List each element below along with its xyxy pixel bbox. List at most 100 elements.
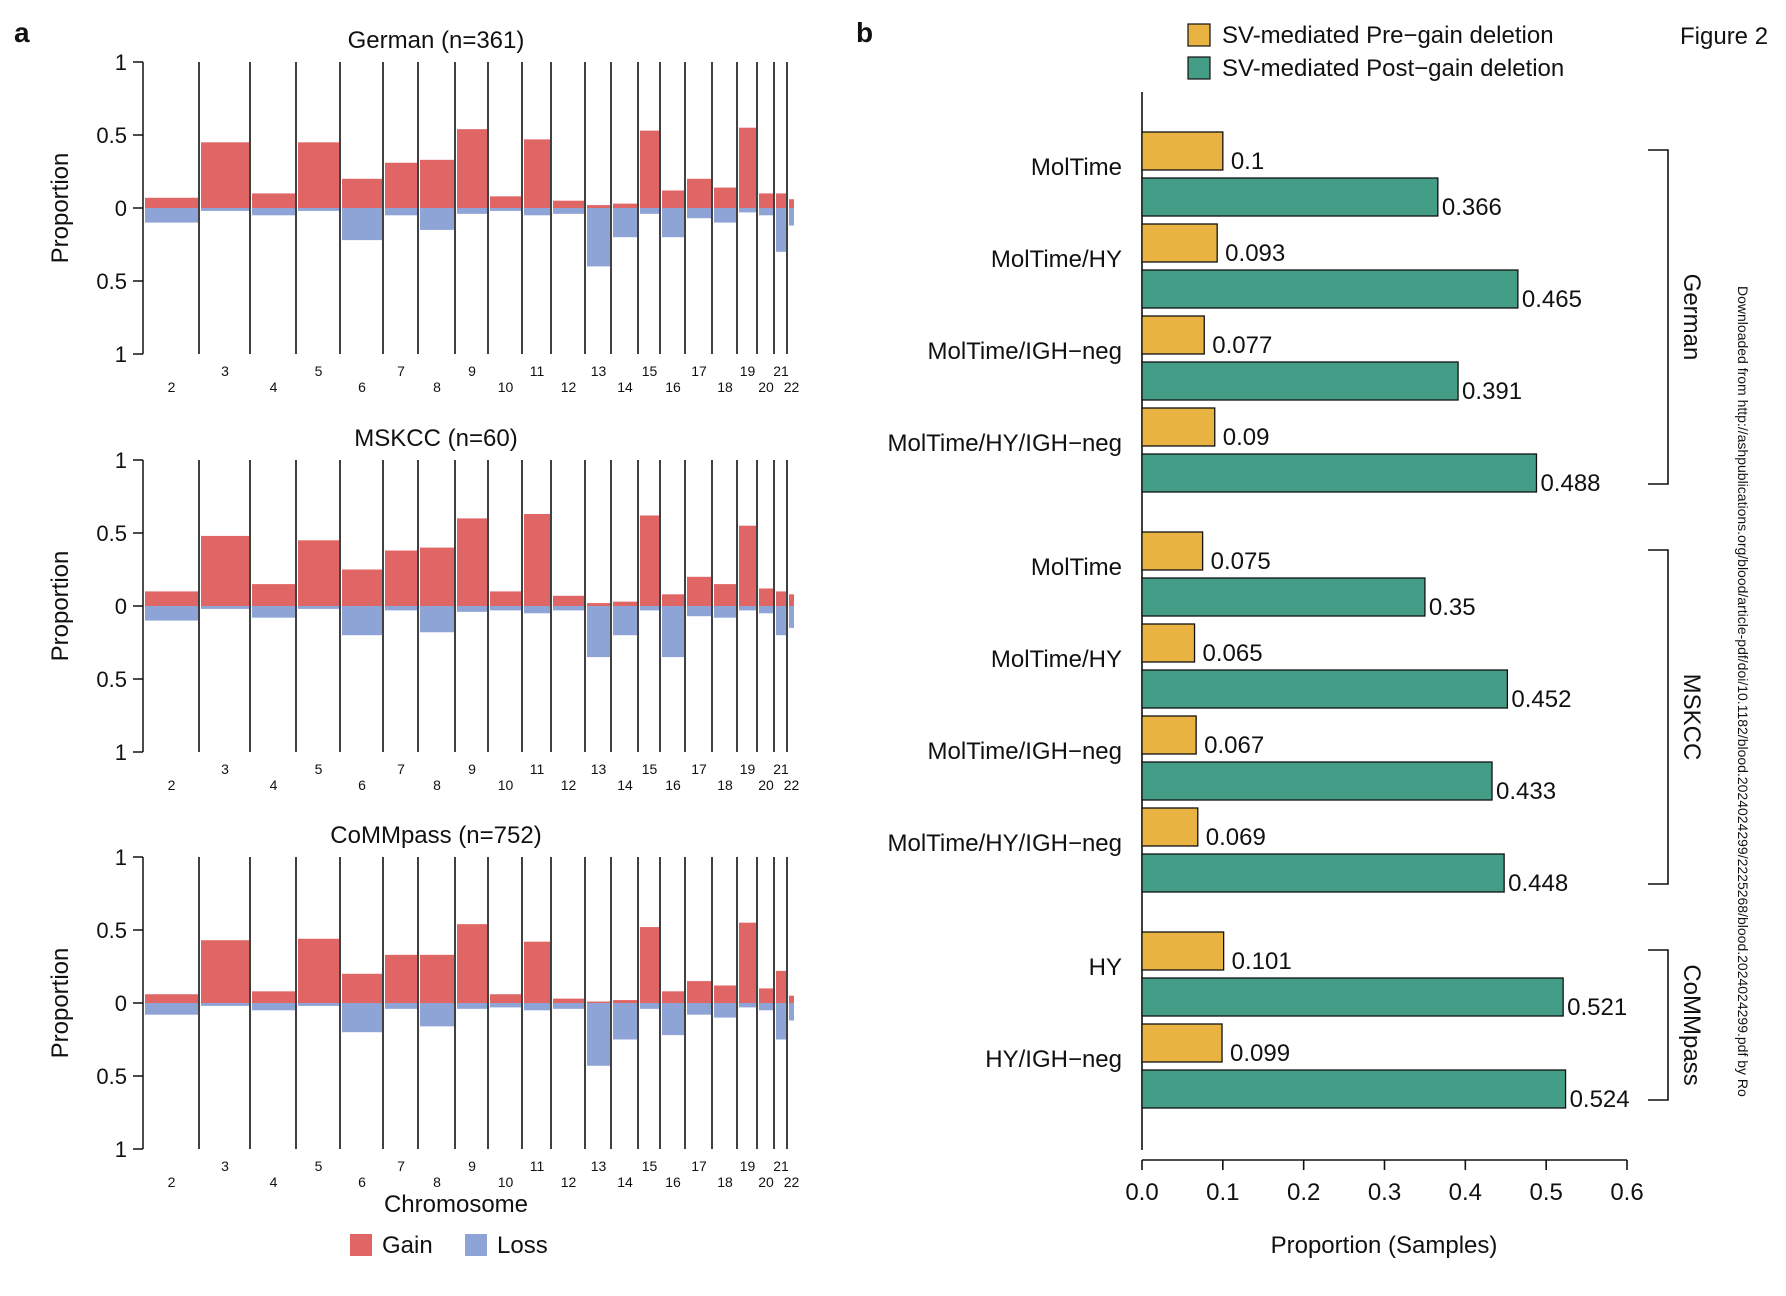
cnv-ylabel: Proportion — [47, 948, 74, 1059]
gain-segment — [553, 200, 584, 208]
pre-gain-bar — [1141, 715, 1197, 755]
loss-segment — [490, 208, 521, 211]
y-tick-label: 1 — [115, 845, 127, 870]
chromosome-label: 10 — [498, 1174, 514, 1190]
gain-segment — [420, 159, 454, 208]
chromosome-label: 8 — [433, 379, 441, 395]
gain-segment — [587, 603, 610, 606]
chromosome-label: 22 — [784, 1174, 800, 1190]
loss-segment — [524, 1003, 550, 1011]
cnv-title: German (n=361) — [348, 27, 525, 54]
group-bracket — [1648, 549, 1669, 885]
gain-segment — [776, 591, 786, 606]
chromosome-label: 20 — [758, 379, 774, 395]
pre-gain-value-label: 0.069 — [1206, 824, 1266, 851]
chromosome-label: 13 — [591, 363, 607, 379]
gain-segment — [759, 588, 773, 606]
pre-gain-value-label: 0.101 — [1232, 948, 1292, 975]
y-tick-label: 0.5 — [96, 1064, 127, 1089]
panel-a-label: a — [14, 17, 30, 48]
loss-segment — [145, 208, 198, 223]
legend-pre-label: SV-mediated Pre−gain deletion — [1222, 22, 1554, 49]
post-gain-bar — [1141, 453, 1538, 493]
post-gain-value-label: 0.366 — [1442, 194, 1502, 221]
gain-segment — [342, 569, 382, 606]
gain-segment — [714, 187, 736, 208]
legend-post-label: SV-mediated Post−gain deletion — [1222, 55, 1564, 82]
chromosome-label: 20 — [758, 777, 774, 793]
gain-segment — [298, 142, 339, 208]
chromosome-label: 12 — [561, 1174, 577, 1190]
y-tick-label: 1 — [115, 1137, 127, 1162]
gain-segment — [613, 1000, 637, 1003]
gain-segment — [201, 940, 249, 1003]
y-tick-label: 0.5 — [96, 269, 127, 294]
chromosome-label: 5 — [315, 1158, 323, 1174]
gain-segment — [587, 1001, 610, 1003]
loss-segment — [613, 606, 637, 636]
y-tick-label: 1 — [115, 342, 127, 367]
pre-gain-bar — [1141, 623, 1196, 663]
chromosome-label: 6 — [358, 379, 366, 395]
post-gain-bar — [1141, 269, 1519, 309]
panel-b-label: b — [856, 17, 873, 48]
gain-segment — [524, 139, 550, 208]
loss-segment — [553, 208, 584, 214]
gain-segment — [640, 927, 659, 1003]
cnv-plot-commpass: CoMMpass (n=752)Proportion10.500.5123456… — [47, 822, 799, 1190]
gain-segment — [759, 988, 773, 1003]
loss-segment — [420, 1003, 454, 1027]
post-gain-bar — [1141, 761, 1493, 801]
gain-segment — [252, 991, 295, 1003]
gain-segment — [298, 540, 339, 606]
chromosome-label: 10 — [498, 777, 514, 793]
gain-segment — [613, 601, 637, 606]
loss-segment — [420, 606, 454, 633]
chromosome-label: 14 — [617, 777, 633, 793]
post-gain-bar — [1141, 577, 1426, 617]
gain-segment — [687, 981, 711, 1003]
gain-segment — [252, 584, 295, 606]
bar-category-label: MolTime/IGH−neg — [927, 338, 1122, 365]
chromosome-label: 15 — [642, 761, 658, 777]
loss-segment — [687, 1003, 711, 1015]
bar-x-tick-label: 0.3 — [1368, 1179, 1401, 1206]
post-gain-bar — [1141, 853, 1505, 893]
pre-gain-bar — [1141, 131, 1224, 171]
pre-gain-value-label: 0.075 — [1211, 548, 1271, 575]
loss-segment — [739, 1003, 756, 1008]
pre-gain-bar — [1141, 223, 1218, 263]
gain-segment — [201, 535, 249, 606]
chromosome-label: 2 — [168, 777, 176, 793]
bar-x-tick-label: 0.1 — [1206, 1179, 1239, 1206]
figure-label: Figure 2 — [1680, 23, 1768, 50]
loss-segment — [201, 606, 249, 609]
loss-segment — [739, 208, 756, 213]
cnv-title: MSKCC (n=60) — [354, 425, 517, 452]
chromosome-label: 9 — [468, 1158, 476, 1174]
gain-segment — [490, 591, 521, 606]
chromosome-label: 5 — [315, 761, 323, 777]
group-bracket — [1648, 149, 1669, 485]
gain-segment — [524, 941, 550, 1003]
loss-segment — [342, 606, 382, 636]
post-gain-value-label: 0.433 — [1496, 778, 1556, 805]
group-label: German — [1678, 274, 1705, 361]
post-gain-bar — [1141, 177, 1439, 217]
chromosome-label: 2 — [168, 1174, 176, 1190]
post-gain-bar — [1141, 361, 1459, 401]
post-gain-bar — [1141, 977, 1564, 1017]
pre-gain-value-label: 0.077 — [1212, 332, 1272, 359]
loss-segment — [789, 208, 794, 226]
chromosome-label: 6 — [358, 1174, 366, 1190]
chromosome-label: 4 — [270, 379, 278, 395]
loss-segment — [252, 1003, 295, 1011]
chromosome-label: 8 — [433, 1174, 441, 1190]
gain-segment — [457, 518, 487, 606]
loss-segment — [145, 606, 198, 621]
bar-category-label: MolTime — [1031, 554, 1122, 581]
loss-segment — [342, 208, 382, 241]
loss-segment — [687, 606, 711, 617]
gain-segment — [342, 973, 382, 1003]
pre-gain-bar — [1141, 407, 1216, 447]
